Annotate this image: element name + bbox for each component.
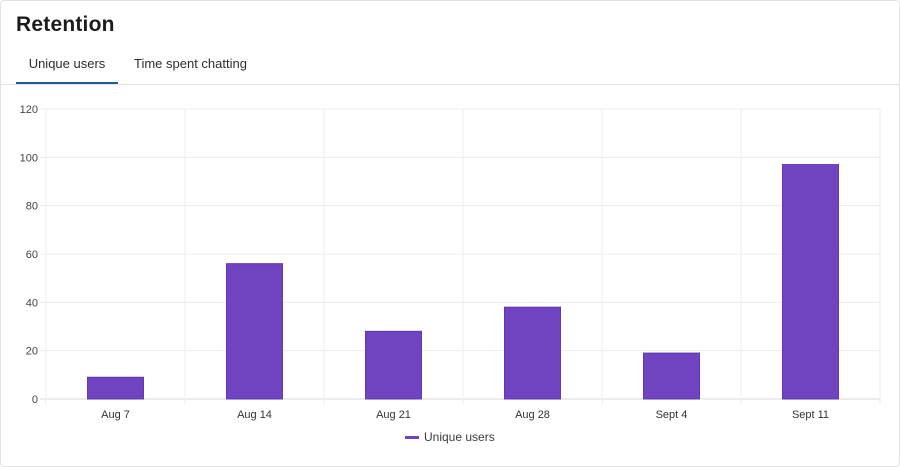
legend-label: Unique users [424, 430, 495, 444]
y-tick-label: 100 [20, 152, 38, 164]
x-tick-label: Aug 21 [376, 409, 411, 421]
tab-unique-users[interactable]: Unique users [16, 45, 118, 84]
y-tick-label: 40 [26, 297, 38, 309]
bar-aug-14 [226, 263, 283, 400]
y-tick-label: 20 [26, 346, 38, 358]
y-tick-label: 120 [20, 104, 38, 116]
y-tick-label: 60 [26, 249, 38, 261]
y-tick-label: 80 [26, 201, 38, 213]
bar-sept-11 [782, 164, 839, 400]
retention-bar-chart: 0 20 40 60 80 100 120 Aug 7 Aug 14 Aug 21 Aug 28 Se… [20, 104, 881, 421]
tab-time-spent-chatting[interactable]: Time spent chatting [134, 56, 247, 71]
bar-aug-28 [504, 306, 561, 400]
legend-swatch [405, 435, 419, 439]
x-tick-label: Aug 7 [101, 409, 130, 421]
page-title: Retention [16, 13, 115, 36]
y-tick-label: 0 [32, 394, 38, 406]
x-tick-label: Sept 11 [792, 409, 829, 421]
bar-sept-4 [643, 352, 700, 400]
chart-legend[interactable]: Unique users [405, 429, 495, 445]
tab-bar: Unique users Time spent chatting [1, 45, 899, 85]
x-tick-label: Aug 28 [515, 409, 550, 421]
x-tick-label: Aug 14 [237, 409, 272, 421]
bar-aug-7 [87, 376, 144, 400]
x-tick-label: Sept 4 [656, 409, 688, 421]
bar-aug-21 [365, 330, 422, 400]
